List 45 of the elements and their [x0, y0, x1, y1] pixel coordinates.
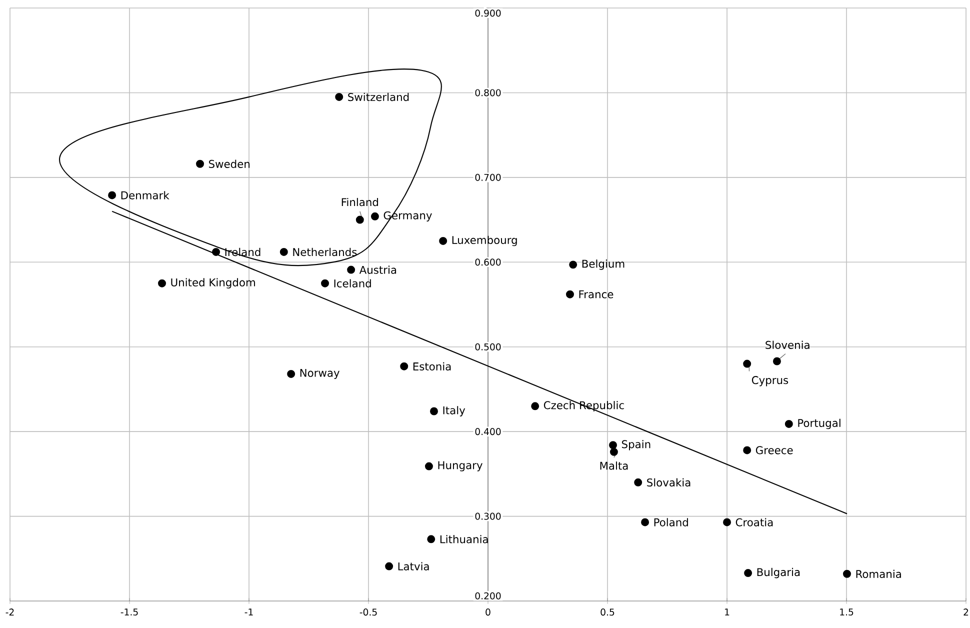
x-tick-label: 1 — [725, 608, 730, 616]
annotation: Estonia — [413, 362, 451, 370]
annotation: Romania — [856, 570, 901, 578]
annotation: Belgium — [582, 260, 624, 270]
y-tick-label: 0.300 — [475, 512, 501, 520]
x-tick-label: 0.5 — [600, 608, 614, 616]
x-tick-label: -2 — [6, 608, 14, 616]
annotation: Portugal — [798, 418, 840, 430]
annotation: Sweden — [208, 160, 250, 168]
annotation: France — [579, 290, 614, 298]
annotation: Italy — [443, 406, 466, 416]
y-tick-label: 0.200 — [475, 592, 501, 600]
x-tick-label: 1.5 — [840, 608, 854, 616]
annotation: Slovenia — [766, 340, 810, 349]
annotation: Iceland — [334, 279, 371, 288]
x-tick-label: -1 — [244, 608, 253, 616]
x-tick-label: 0 — [486, 608, 490, 616]
y-tick-label: 0.400 — [475, 428, 501, 436]
annotation: Denmark — [121, 191, 170, 200]
annotation: Croatia — [736, 518, 773, 526]
annotation: Malta — [600, 462, 628, 470]
annotation: Switzerland — [348, 92, 409, 102]
annotation: Spain — [622, 440, 650, 450]
annotation: Finland — [342, 198, 378, 206]
annotation: Latvia — [398, 562, 429, 570]
x-tick-label: -1.5 — [120, 608, 138, 616]
y-tick-label: 0.900 — [475, 10, 501, 17]
annotation: Austria — [359, 266, 396, 274]
annotation: United Kingdom — [171, 278, 255, 288]
x-tick-label: -0.5 — [360, 608, 377, 616]
y-tick-label: 0.500 — [475, 343, 501, 350]
y-tick-label: 0.800 — [475, 89, 501, 96]
y-tick-label: 0.700 — [475, 174, 501, 181]
annotation: Slovakia — [647, 478, 690, 487]
x-tick-label: 2 — [964, 608, 968, 616]
annotation: Cyprus — [752, 376, 788, 386]
annotation: Poland — [654, 518, 688, 526]
annotation: Lithuania — [440, 535, 488, 544]
annotation: Bulgaria — [757, 568, 800, 578]
annotation: Norway — [300, 368, 340, 379]
annotation: Luxembourg — [452, 236, 517, 246]
annotation: Hungary — [438, 461, 482, 472]
y-tick-label: 0.600 — [475, 258, 501, 266]
annotation: Netherlands — [293, 248, 357, 256]
annotation: Greece — [756, 446, 793, 454]
